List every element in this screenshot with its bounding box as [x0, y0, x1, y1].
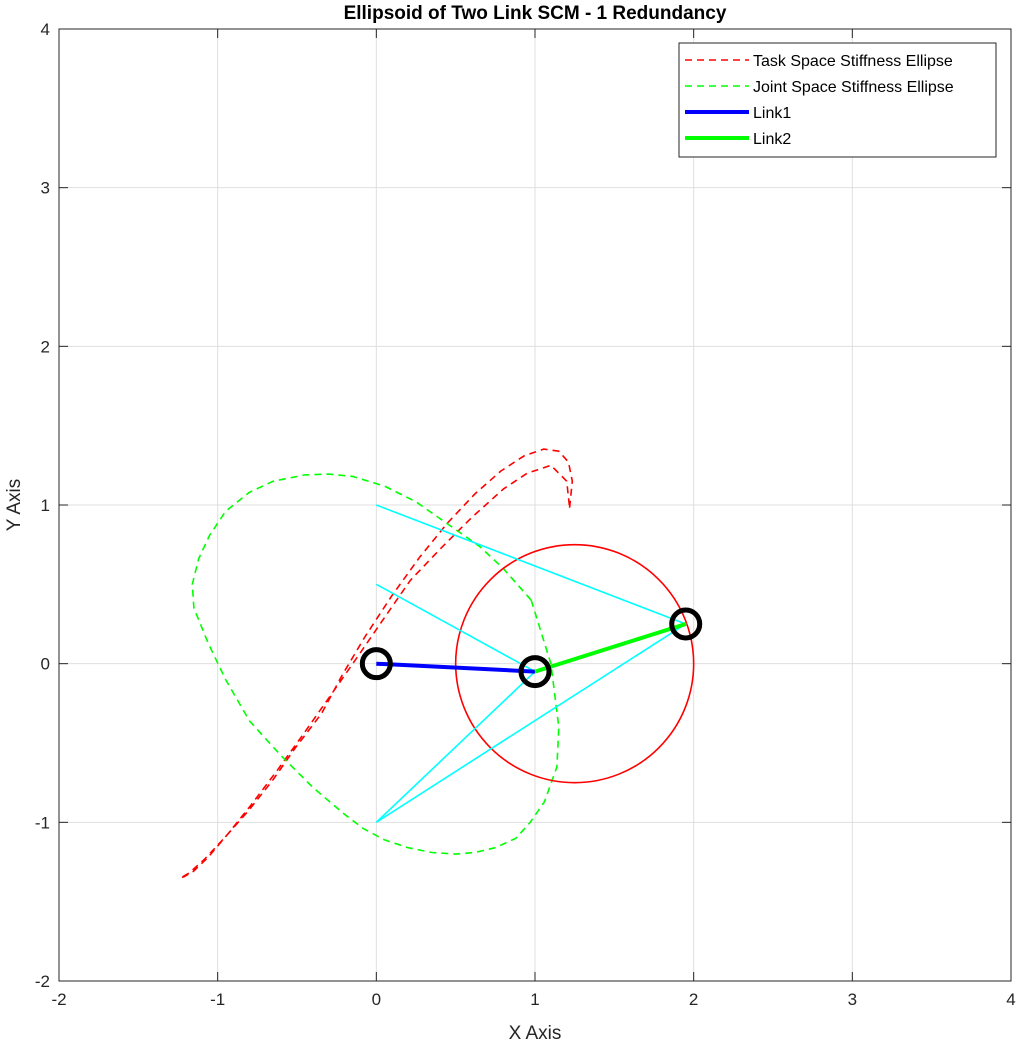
x-axis-label: X Axis: [509, 1023, 562, 1044]
link1-series: [376, 661, 536, 674]
joint-marker: [518, 655, 552, 689]
legend-label: Joint Space Stiffness Ellipse: [753, 79, 954, 96]
polyline-series: [375, 623, 687, 823]
y-tick-label: 3: [41, 179, 50, 198]
joint-marker: [359, 647, 393, 681]
x-tick-label: 3: [848, 990, 857, 1009]
axis-ticks: -2 -1 0 1 2 3 4 -2 -1 0 1 2 3 4: [35, 20, 1016, 1009]
joint-space-stiffness-ellipse-series: [191, 473, 560, 855]
y-tick-label: -1: [35, 813, 50, 832]
workspace-circle: [454, 543, 695, 784]
link2-series: [534, 622, 687, 674]
legend-label: Link1: [753, 105, 791, 122]
y-tick-label: 0: [41, 655, 50, 674]
y-axis-label: Y Axis: [4, 479, 25, 531]
legend-label: Task Space Stiffness Ellipse: [753, 53, 953, 70]
plot-area: [179, 448, 703, 879]
y-tick-label: 4: [41, 20, 50, 39]
x-tick-label: 2: [689, 990, 698, 1009]
y-tick-label: 2: [41, 337, 50, 356]
x-tick-label: 4: [1006, 990, 1015, 1009]
x-tick-label: -2: [51, 990, 66, 1009]
joint-marker: [669, 607, 703, 641]
legend-label: Link2: [753, 131, 791, 148]
x-tick-label: 1: [530, 990, 539, 1009]
y-tick-label: -2: [35, 972, 50, 991]
x-tick-label: -1: [210, 990, 225, 1009]
task-space-stiffness-ellipse-series: [179, 448, 574, 879]
x-tick-label: 0: [372, 990, 381, 1009]
y-tick-label: 1: [41, 496, 50, 515]
chart-title: Ellipsoid of Two Link SCM - 1 Redundancy: [344, 3, 727, 24]
legend: Task Space Stiffness Ellipse Joint Space …: [678, 42, 997, 158]
